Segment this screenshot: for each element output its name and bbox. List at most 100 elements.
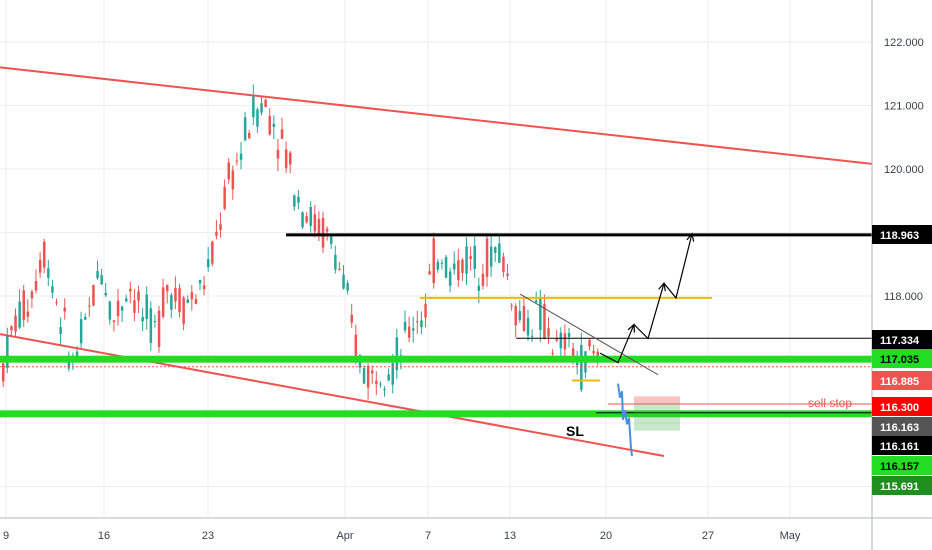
candle-body-51 [211, 241, 214, 264]
price-badge-6 [872, 436, 932, 455]
candle-body-108 [444, 257, 448, 278]
candle-body-122 [502, 256, 505, 272]
support-zone-upper [0, 355, 872, 363]
y-tick-label-3: 118.000 [884, 291, 923, 303]
chart-grid [0, 0, 872, 518]
candle-body-20 [84, 316, 87, 320]
candle-body-125 [514, 306, 517, 326]
candle-body-129 [530, 335, 534, 337]
x-tick-label-3: Apr [336, 530, 353, 542]
candlestick-series [2, 84, 599, 400]
candle-body-56 [231, 170, 235, 190]
candle-body-9 [38, 259, 42, 273]
candle-body-100 [412, 328, 415, 331]
candle-body-114 [469, 256, 472, 260]
annotation-sl: SL [566, 423, 584, 439]
candle-body-27 [112, 320, 116, 323]
candle-body-42 [174, 287, 177, 302]
candle-body-69 [284, 149, 288, 169]
candle-body-74 [305, 216, 308, 223]
candle-body-46 [190, 292, 194, 300]
candle-body-23 [96, 271, 99, 279]
projection-arrowhead-6 [686, 232, 695, 242]
candle-body-86 [354, 334, 358, 358]
candle-body-41 [170, 295, 173, 310]
price-badge-label-5: 116.163 [880, 422, 919, 434]
price-badge-label-0: 118.963 [880, 230, 919, 242]
channel-lower-line [0, 333, 665, 458]
price-badge-label-2: 117.035 [880, 354, 919, 366]
candle-body-32 [133, 300, 136, 313]
candle-body-107 [440, 262, 444, 264]
y-tick-label-6: 121.000 [884, 101, 924, 113]
price-badge-2 [872, 349, 932, 368]
x-tick-label-5: 13 [504, 530, 516, 542]
price-badge-label-4: 116.300 [880, 402, 919, 414]
candle-body-26 [108, 301, 112, 320]
candle-body-104 [428, 271, 431, 275]
y-tick-label-5: 120.000 [884, 164, 924, 176]
projection-path [599, 233, 693, 364]
candle-body-13 [55, 302, 58, 304]
candle-body-65 [268, 116, 271, 135]
candle-body-140 [576, 362, 579, 366]
x-tick-label-2: 23 [202, 530, 214, 542]
candle-body-93 [383, 389, 386, 391]
candle-body-6 [26, 311, 30, 317]
candle-body-117 [481, 273, 485, 286]
candle-body-131 [539, 297, 542, 330]
candle-body-84 [346, 283, 349, 291]
x-tick-label-6: 20 [600, 530, 612, 542]
candle-body-59 [243, 117, 247, 141]
price-badge-4 [872, 397, 932, 416]
price-badge-3 [872, 371, 932, 390]
candle-body-72 [297, 196, 300, 203]
candle-body-102 [420, 320, 423, 328]
x-tick-label-1: 16 [98, 530, 110, 542]
x-tick-label-4: 7 [425, 530, 431, 542]
blue-drop-line [617, 383, 633, 457]
candle-body-85 [350, 314, 353, 323]
candle-body-111 [457, 260, 460, 281]
price-badge-1 [872, 330, 932, 349]
descending-trendline [519, 293, 659, 376]
candle-body-116 [477, 285, 481, 291]
candle-body-136 [559, 332, 563, 349]
candle-body-44 [182, 297, 185, 325]
x-tick-label-8: May [780, 530, 801, 542]
candle-body-57 [235, 160, 239, 162]
candle-body-29 [120, 306, 124, 311]
candle-body-143 [588, 339, 591, 347]
candle-body-101 [416, 321, 419, 323]
candle-body-96 [395, 337, 399, 371]
candle-body-49 [202, 285, 206, 290]
chart-drawings [0, 66, 873, 458]
candle-body-37 [153, 320, 157, 323]
price-badge-label-3: 116.885 [880, 376, 919, 388]
reward-box [634, 403, 680, 431]
price-badge-5 [872, 417, 932, 436]
candle-body-45 [186, 299, 189, 303]
candle-body-126 [518, 311, 522, 321]
candle-body-78 [321, 217, 325, 248]
candle-body-15 [63, 307, 66, 312]
candle-body-48 [198, 280, 202, 284]
candle-body-70 [289, 152, 292, 165]
candle-body-38 [157, 310, 161, 347]
candle-body-139 [571, 348, 575, 363]
candle-body-141 [580, 344, 583, 390]
candle-body-90 [371, 370, 374, 374]
candle-body-3 [14, 315, 17, 332]
candle-body-105 [432, 238, 435, 284]
candle-body-24 [100, 275, 103, 285]
candle-body-77 [317, 219, 321, 236]
candle-body-2 [10, 326, 13, 331]
candle-body-66 [272, 123, 276, 128]
annotation-sell-stop: sell stop [808, 396, 852, 410]
candle-body-92 [379, 383, 382, 385]
candle-body-52 [215, 232, 218, 236]
candle-body-5 [22, 290, 25, 320]
candle-body-127 [522, 306, 526, 331]
candle-body-71 [293, 195, 296, 207]
